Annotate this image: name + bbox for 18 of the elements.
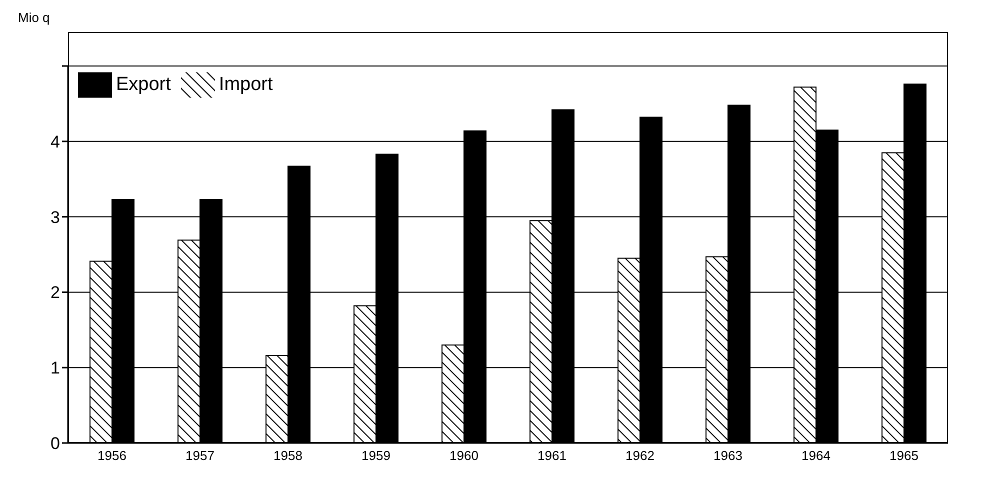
x-tick-label: 1959 <box>362 448 390 464</box>
x-tick-label: 1965 <box>890 448 918 464</box>
x-tick-label: 1957 <box>186 448 214 464</box>
x-tick-label: 1963 <box>714 448 742 464</box>
x-tick-label: 1961 <box>538 448 566 464</box>
x-tick-label: 1956 <box>98 448 126 464</box>
y-tick-label: 3 <box>50 208 60 227</box>
x-tick-label: 1964 <box>802 448 830 464</box>
y-tick-label: 0 <box>50 434 60 454</box>
legend-label: Export <box>116 74 171 96</box>
y-tick-label: 4 <box>50 132 60 152</box>
x-tick-label: 1962 <box>626 448 654 464</box>
legend-label: Import <box>218 74 273 96</box>
x-tick-label: 1960 <box>450 448 478 464</box>
x-tick-label: 1958 <box>274 448 302 464</box>
y-tick-label: 1 <box>50 358 60 378</box>
y-tick-label: 2 <box>50 283 60 302</box>
y-axis-title: Mio q <box>18 10 50 25</box>
